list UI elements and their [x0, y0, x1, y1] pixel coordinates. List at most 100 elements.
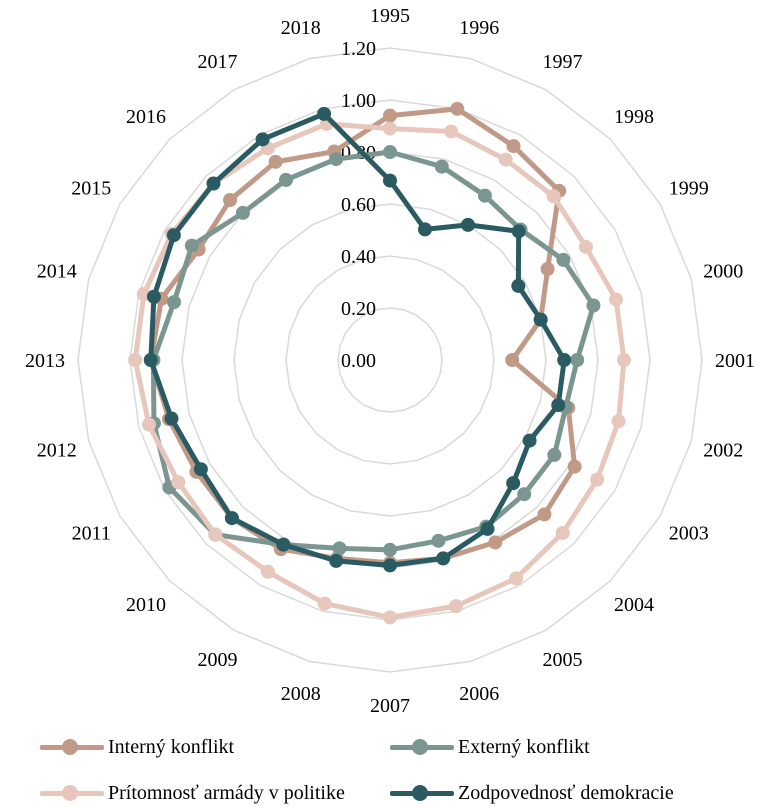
data-point [590, 472, 605, 487]
legend-swatch-zodpovednost-demokracie [390, 778, 454, 808]
category-label: 2012 [37, 439, 77, 461]
data-point [268, 154, 283, 169]
data-point [383, 108, 397, 123]
data-point [556, 252, 571, 267]
radial-tick-label: 0.40 [341, 246, 376, 268]
data-point [193, 462, 208, 477]
data-point [417, 222, 432, 237]
category-label: 2013 [25, 350, 65, 372]
series-1 [146, 145, 601, 557]
data-point [511, 224, 526, 239]
data-point [488, 535, 503, 550]
data-point [383, 121, 397, 136]
category-label: 1998 [614, 106, 654, 128]
data-point [498, 152, 513, 167]
data-point [317, 596, 332, 611]
data-point [609, 292, 624, 307]
data-point [477, 188, 492, 203]
category-label: 2004 [614, 594, 654, 616]
category-label: 1996 [459, 17, 499, 39]
category-label: 1995 [370, 5, 410, 27]
data-point [533, 312, 548, 327]
data-point [578, 239, 593, 254]
data-point [567, 459, 582, 474]
data-point [224, 511, 239, 526]
data-point [329, 553, 344, 568]
category-label: 2002 [703, 439, 743, 461]
category-label: 2017 [198, 51, 238, 73]
data-point [184, 238, 199, 253]
data-point [586, 298, 601, 313]
category-label: 2008 [281, 683, 321, 705]
radial-tick-labels: 0.000.200.400.600.801.001.20 [341, 38, 376, 372]
data-point [555, 525, 570, 540]
radial-tick-label: 1.20 [341, 38, 376, 60]
data-point [431, 533, 446, 548]
data-point [143, 353, 158, 367]
category-label: 2016 [126, 106, 166, 128]
data-point [383, 542, 397, 557]
data-point [332, 541, 347, 556]
legend-label: Prítomnosť armády v politike [108, 781, 345, 804]
data-point [505, 353, 520, 367]
category-label: 2009 [198, 649, 238, 671]
gridline-ring [337, 307, 443, 413]
radial-tick-label: 0.00 [341, 350, 376, 372]
data-point [128, 353, 143, 367]
category-label: 2003 [669, 523, 709, 545]
category-labels: 1995 1996 1997 1998 1999 2000 2001 2002 2003 2004… [25, 5, 755, 717]
data-point [517, 487, 532, 502]
category-label: 2014 [37, 261, 77, 283]
gridline-ring [77, 47, 703, 673]
category-label: 2007 [370, 695, 410, 717]
data-point [329, 152, 344, 167]
data-point [551, 398, 566, 413]
data-point [511, 278, 526, 293]
data-point [276, 537, 291, 552]
data-point [448, 599, 463, 614]
category-label: 2018 [281, 17, 321, 39]
data-point [617, 353, 631, 367]
category-label: 2010 [126, 594, 166, 616]
data-point [146, 289, 161, 304]
legend-label: Zodpovednosť demokracie [458, 781, 674, 804]
data-point [537, 507, 552, 522]
data-point [167, 295, 182, 310]
data-point [260, 564, 275, 579]
data-point [279, 172, 293, 187]
data-point [317, 106, 332, 121]
category-label: 2011 [72, 523, 111, 545]
legend-swatch-externy-konflikt [390, 732, 454, 762]
data-point [383, 610, 397, 625]
legend-item-pritomnost-armady: Prítomnosť armády v politike [40, 778, 345, 808]
gridline-ring [233, 203, 547, 517]
data-point [480, 521, 495, 536]
data-point [171, 475, 186, 490]
legend-label: Externý konflikt [458, 735, 590, 758]
data-point [547, 447, 562, 462]
data-point [436, 551, 451, 566]
data-point [506, 139, 521, 154]
gridlines [77, 47, 703, 673]
data-point [509, 571, 524, 586]
data-point [141, 417, 156, 432]
radar-plot: 0.000.200.400.600.801.001.20199519961997… [25, 5, 755, 717]
category-label: 2006 [459, 683, 499, 705]
data-point [461, 217, 475, 232]
data-point [522, 433, 537, 448]
data-point [235, 205, 250, 220]
legend-swatch-pritomnost-armady [40, 778, 104, 808]
radial-tick-label: 0.60 [341, 194, 376, 216]
data-point [164, 411, 179, 426]
gridline-ring [285, 255, 495, 465]
legend-item-externy-konflikt: Externý konflikt [390, 732, 590, 762]
series-3 [143, 106, 572, 573]
legend-item-zodpovednost-demokracie: Zodpovednosť demokracie [390, 778, 674, 808]
category-label: 1997 [543, 51, 583, 73]
legend-swatch-interny-konflikt [40, 732, 104, 762]
radial-tick-label: 0.20 [341, 298, 376, 320]
category-label: 1999 [669, 178, 709, 200]
data-point [383, 145, 397, 159]
data-point [208, 527, 223, 542]
